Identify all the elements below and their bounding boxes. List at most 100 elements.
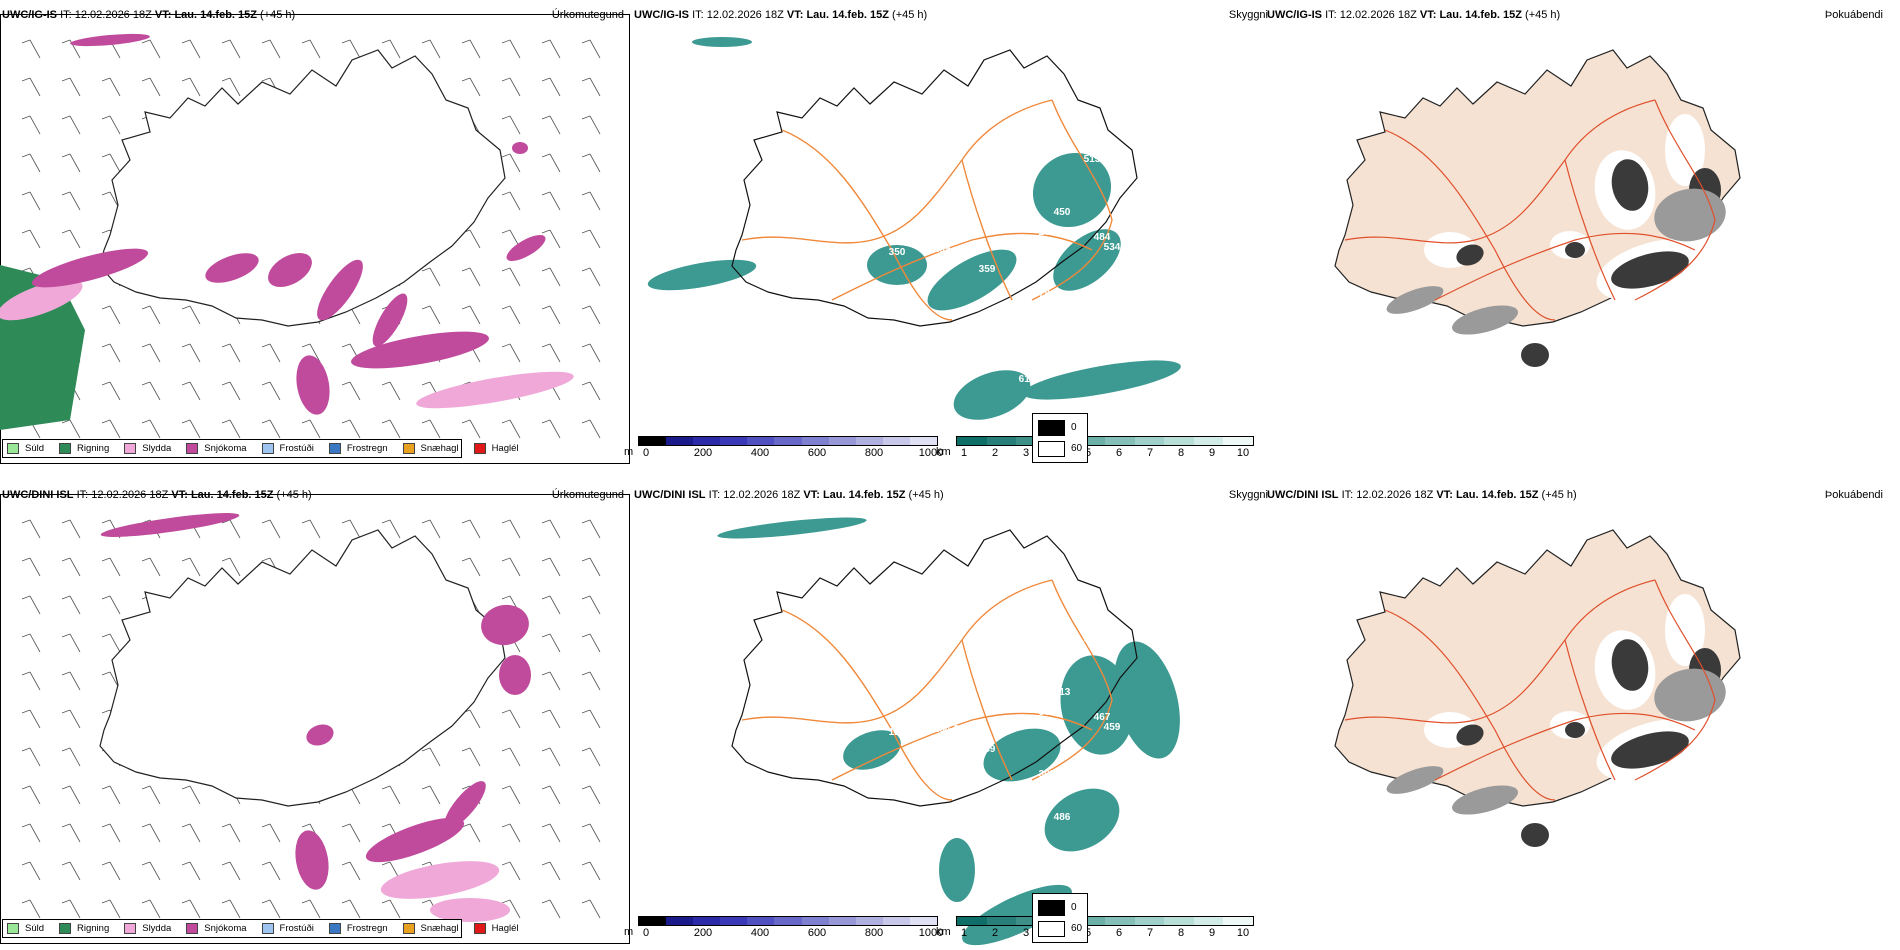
wind-barb xyxy=(541,785,561,805)
legend-swatch xyxy=(261,443,274,454)
colorbar-cell xyxy=(855,437,883,445)
lead-time: (+45 h) xyxy=(260,9,296,21)
wind-barb xyxy=(21,861,41,881)
wind-barb xyxy=(61,785,81,805)
wind-barb xyxy=(381,785,401,805)
wind-barb xyxy=(141,381,161,401)
height-tick: 600 xyxy=(807,927,827,939)
fog-index-panel: UWC/IG-IS IT: 12.02.2026 18Z VT: Lau. 14… xyxy=(1032,0,1895,470)
precip-type-panel: UWC/DINI ISL IT: 12.02.2026 18Z VT: Lau.… xyxy=(0,480,630,950)
wind-barb xyxy=(21,229,41,249)
wind-barb xyxy=(501,191,521,211)
run-header: UWC/IG-IS IT: 12.02.2026 18Z VT: Lau. 14… xyxy=(634,9,927,21)
wind-barb xyxy=(21,785,41,805)
wind-barb xyxy=(501,785,521,805)
fog-swatch-black xyxy=(1038,420,1065,436)
road xyxy=(781,609,953,801)
colorbar-cell xyxy=(1223,437,1253,445)
init-time: 12.02.2026 18Z xyxy=(91,489,169,501)
height-label: 350 xyxy=(889,247,906,258)
visibility-unit: km xyxy=(936,446,951,458)
low-visibility-area xyxy=(927,249,1017,311)
wind-barb xyxy=(581,39,601,59)
wind-barb xyxy=(221,899,241,919)
wind-barb xyxy=(541,115,561,135)
wind-barb xyxy=(181,77,201,97)
wind-barb xyxy=(581,153,601,173)
wind-barb xyxy=(141,861,161,881)
legend-swatch xyxy=(261,923,274,934)
snow-area xyxy=(205,253,259,283)
wind-barb xyxy=(581,861,601,881)
wind-barb xyxy=(261,343,281,363)
wind-barb xyxy=(581,899,601,919)
wind-barb xyxy=(21,671,41,691)
init-time: 12.02.2026 18Z xyxy=(74,9,152,21)
height-label: 189 xyxy=(979,744,996,755)
height-label: 534 xyxy=(1104,242,1121,253)
colorbar-cell xyxy=(1134,437,1165,445)
fog-label-0: 0 xyxy=(1071,422,1077,433)
wind-barb xyxy=(141,785,161,805)
low-visibility-area xyxy=(717,517,867,539)
legend-label: Snjókoma xyxy=(204,443,247,454)
wind-barb xyxy=(581,229,601,249)
model-name: UWC/IG-IS xyxy=(634,9,689,21)
legend-label: Súld xyxy=(25,443,45,454)
legend-label: Súld xyxy=(25,923,45,934)
wind-barb xyxy=(581,709,601,729)
wind-barb xyxy=(581,595,601,615)
wind-barb xyxy=(101,785,121,805)
wind-barb xyxy=(501,343,521,363)
height-tick: 800 xyxy=(864,927,884,939)
visibility-colorbar: 12345678910km xyxy=(936,916,1254,940)
wind-barb xyxy=(461,305,481,325)
panel-title-fog: Þokuábendi xyxy=(1824,489,1883,501)
wind-barb xyxy=(61,519,81,539)
wind-barb xyxy=(101,343,121,363)
snow-area xyxy=(512,142,528,154)
wind-barb xyxy=(461,419,481,439)
fog-moderate xyxy=(1452,785,1518,815)
wind-barb xyxy=(61,115,81,135)
wind-barb xyxy=(581,381,601,401)
init-time: 12.02.2026 18Z xyxy=(723,489,801,501)
sleet-area xyxy=(416,371,574,409)
snow-area xyxy=(296,355,330,415)
height-label: 239 xyxy=(1019,854,1036,865)
road xyxy=(1434,712,1696,781)
fog-map xyxy=(1334,529,1741,862)
wind-barb xyxy=(541,747,561,767)
wind-barb xyxy=(61,595,81,615)
valid-time: VT: Lau. 14.feb. 15Z xyxy=(171,489,274,501)
wind-barb xyxy=(141,419,161,439)
road xyxy=(961,159,1013,301)
wind-barb xyxy=(581,823,601,843)
wind-barb xyxy=(341,381,361,401)
height-label: 780 xyxy=(1039,289,1056,300)
height-label: 262 xyxy=(909,727,926,738)
colorbar-cell xyxy=(639,917,667,925)
wind-barb xyxy=(461,823,481,843)
road xyxy=(831,712,1093,781)
visibility-unit: km xyxy=(936,926,951,938)
height-colorbar-strip xyxy=(638,916,938,926)
legend-swatch xyxy=(402,443,415,454)
wind-barb xyxy=(581,77,601,97)
low-visibility-area xyxy=(939,838,975,902)
wind-barb xyxy=(181,785,201,805)
height-tick: 0 xyxy=(642,447,650,459)
visibility-panel: UWC/IG-IS IT: 12.02.2026 18Z VT: Lau. 14… xyxy=(624,0,1268,470)
height-label: 513 xyxy=(1054,687,1071,698)
colorbar-cell xyxy=(1134,917,1165,925)
colorbar-cell xyxy=(747,437,775,445)
wind-barb xyxy=(261,381,281,401)
legend-item: Súld xyxy=(7,443,44,454)
sleet-area xyxy=(430,898,510,922)
wind-barb xyxy=(341,823,361,843)
height-label: 265 xyxy=(1034,786,1051,797)
height-colorbar-strip xyxy=(638,436,938,446)
wind-barb xyxy=(501,557,521,577)
road xyxy=(1384,129,1556,321)
legend-item: Snæhagl xyxy=(402,443,459,454)
